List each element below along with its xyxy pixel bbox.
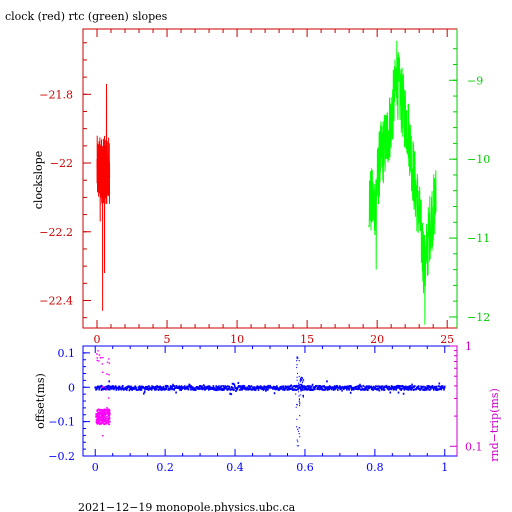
bottom-y-axis-label-right: rnd−trip(ms) bbox=[488, 388, 501, 462]
top-y-left-tick-label: −22 bbox=[50, 157, 73, 170]
bottom-x-tick-label: 1 bbox=[441, 461, 448, 474]
top-chart-title: clock (red) rtc (green) slopes bbox=[5, 10, 168, 23]
top-x-tick-label: 20 bbox=[370, 333, 384, 346]
bottom-y-left-tick-label: −0.2 bbox=[48, 450, 75, 463]
offset-spike bbox=[295, 356, 301, 447]
offset-series bbox=[94, 380, 446, 396]
round-trip-series bbox=[95, 350, 111, 437]
bottom-y-right-tick-label: 1 bbox=[465, 340, 472, 353]
top-x-tick-label: 15 bbox=[300, 333, 314, 346]
clock-slope-series bbox=[96, 83, 111, 311]
top-y-right-tick-label: −9 bbox=[467, 74, 483, 87]
top-x-tick-label: 0 bbox=[94, 333, 101, 346]
top-y-right-tick-label: −11 bbox=[467, 232, 490, 245]
bottom-x-tick-label: 0.8 bbox=[366, 461, 384, 474]
top-axis-ticks: 0 5 10 15 20 25 −21.8 −22 −22.2 −22.4 −9 −10 −11 −12 bbox=[39, 29, 490, 346]
bottom-y-right-tick-label: 0.1 bbox=[465, 440, 483, 453]
bottom-y-axis-label-left: offset(ms) bbox=[34, 373, 47, 429]
rtc-slope-series bbox=[368, 40, 437, 325]
bottom-x-tick-label: 0.2 bbox=[156, 461, 174, 474]
bottom-x-tick-label: 0 bbox=[92, 461, 99, 474]
top-x-tick-label: 10 bbox=[230, 333, 244, 346]
top-series-group bbox=[96, 40, 437, 325]
bottom-x-tick-label: 0.6 bbox=[296, 461, 314, 474]
bottom-axis-ticks: 0 0.2 0.4 0.6 0.8 1 0.1 0 −0.1 −0.2 1 0.1 bbox=[48, 340, 482, 474]
bottom-y-left-tick-label: 0.1 bbox=[58, 347, 76, 360]
footer-host-date: 2021−12−19 monopole.physics.ubc.ca bbox=[78, 501, 296, 512]
bottom-series-group bbox=[94, 350, 446, 447]
top-x-tick-label: 5 bbox=[164, 333, 171, 346]
top-y-right-tick-label: −12 bbox=[467, 311, 490, 324]
top-y-left-tick-label: −22.2 bbox=[39, 226, 73, 239]
top-y-axis-label: clockslope bbox=[32, 151, 45, 209]
top-y-right-tick-label: −10 bbox=[467, 153, 490, 166]
bottom-y-left-tick-label: 0 bbox=[68, 381, 75, 394]
top-y-left-tick-label: −22.4 bbox=[39, 295, 73, 308]
bottom-x-tick-label: 0.4 bbox=[226, 461, 244, 474]
offset-spike bbox=[299, 376, 305, 398]
top-x-tick-label: 25 bbox=[440, 333, 454, 346]
top-y-left-tick-label: −21.8 bbox=[39, 88, 73, 101]
bottom-y-left-tick-label: −0.1 bbox=[48, 416, 75, 429]
